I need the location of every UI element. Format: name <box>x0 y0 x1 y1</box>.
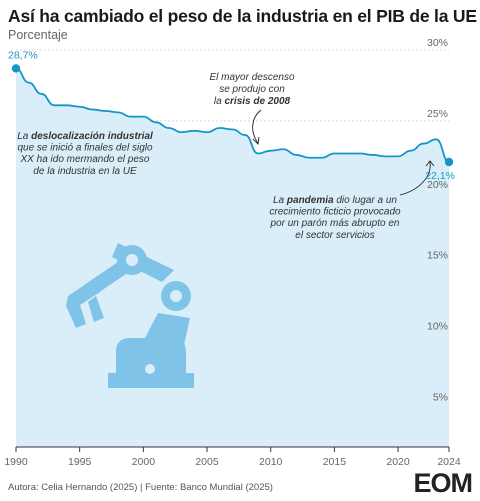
annotation-deslocalizacion-line: de la industria en la UE <box>33 166 137 177</box>
robot-gripper-right <box>88 296 104 322</box>
start-point <box>11 64 21 73</box>
robot-lower-arm <box>144 313 190 345</box>
robot-shoulder-joint <box>126 254 138 266</box>
x-tick-label: 2010 <box>259 456 283 468</box>
start-value-label: 28,7% <box>8 49 38 61</box>
series-line <box>15 67 450 163</box>
x-tick-label: 2005 <box>195 456 219 468</box>
x-tick-label: 2024 <box>437 456 461 468</box>
annotation-crisis-line: El mayor descenso <box>209 72 294 83</box>
annotation-connectors <box>252 109 435 196</box>
annotation-crisis-line: se produjo con <box>219 84 285 95</box>
x-tick-label: 1995 <box>68 456 92 468</box>
annotation-deslocalizacion-line: La deslocalización industrial <box>17 131 153 142</box>
y-tick-label: 25% <box>427 108 448 120</box>
annotation-pandemia-line: crecimiento ficticio provocado <box>269 207 401 218</box>
robot-elbow-joint <box>170 290 182 302</box>
annotation-pandemia-line: La pandemia dio lugar a un <box>273 195 397 206</box>
robot-base-bolt <box>145 364 155 374</box>
annotation-pandemia-line: por un parón más abrupto en <box>270 218 400 229</box>
area-fill <box>16 68 449 448</box>
x-tick-label: 1990 <box>4 456 28 468</box>
brand-logo: EOM <box>413 468 473 498</box>
chart-title: Así ha cambiado el peso de la industria … <box>8 6 477 26</box>
robot-gripper-left <box>66 280 100 328</box>
crisis-arrowhead <box>252 136 260 145</box>
y-axis-tick-labels: 5% 10% 15% 20% 25% 30% <box>427 37 448 403</box>
robot-base <box>108 338 194 388</box>
chart-subtitle: Porcentaje <box>8 28 68 42</box>
footer-source: Autora: Celia Hernando (2025) | Fuente: … <box>8 482 273 493</box>
robot-arm-icon <box>66 243 194 388</box>
crisis-connector <box>252 109 262 144</box>
endpoint-dots: 28,7% 22,1% <box>8 49 455 182</box>
end-point <box>444 157 454 167</box>
y-tick-label: 20% <box>427 179 448 191</box>
annotation-deslocalizacion-line: XX ha ido mermando el peso <box>20 154 150 165</box>
pandemia-connector <box>399 161 431 196</box>
y-tick-label: 30% <box>427 37 448 49</box>
x-tick-label: 2020 <box>386 456 410 468</box>
y-tick-label: 15% <box>427 250 448 262</box>
pandemia-arrowhead <box>425 160 435 167</box>
x-axis: 1990 1995 2000 2005 2010 2015 2020 2024 <box>4 446 461 468</box>
y-tick-label: 10% <box>427 321 448 333</box>
annotation-deslocalizacion-line: que se inició a finales del siglo <box>17 143 153 154</box>
end-value-label: 22,1% <box>425 170 455 182</box>
x-tick-label: 2015 <box>323 456 347 468</box>
annotation-crisis-line: la crisis de 2008 <box>214 96 291 107</box>
x-tick-label: 2000 <box>132 456 156 468</box>
annotation-pandemia-line: el sector servicios <box>295 230 374 241</box>
y-tick-label: 5% <box>433 391 448 403</box>
